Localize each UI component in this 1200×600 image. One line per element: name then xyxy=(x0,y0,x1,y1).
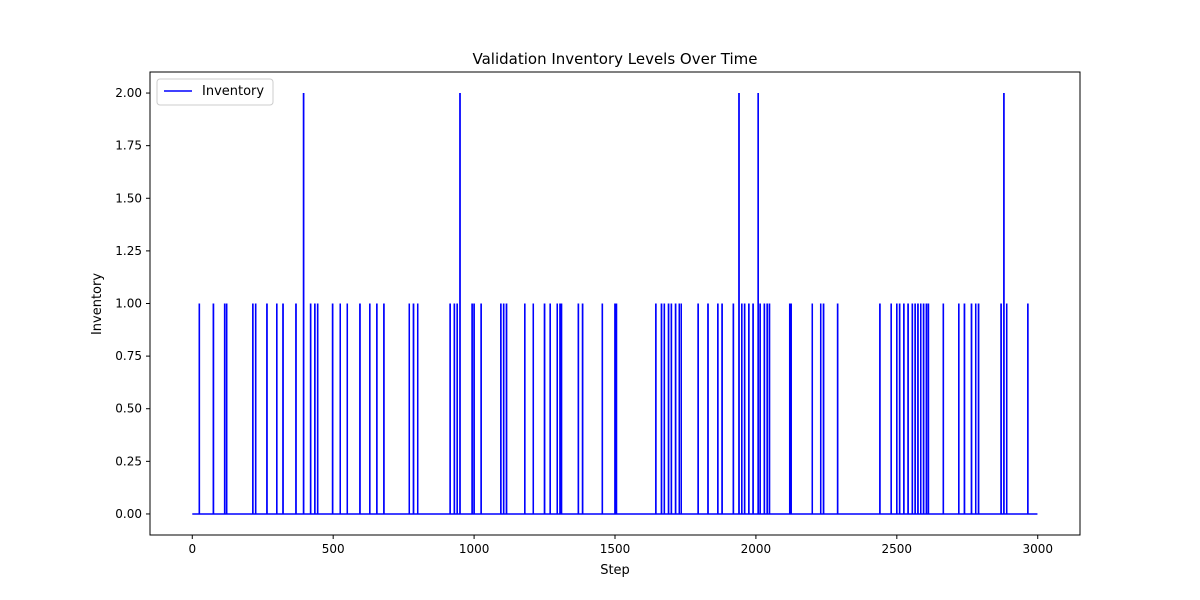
y-tick-label: 0.50 xyxy=(115,402,142,416)
y-tick-label: 0.25 xyxy=(115,454,142,468)
y-axis: 0.00 0.25 0.50 0.75 1.00 1.25 1.50 1.75 2.00 xyxy=(115,86,150,521)
x-tick-label: 2000 xyxy=(741,542,772,556)
legend-label-inventory: Inventory xyxy=(202,84,264,99)
y-tick-label: 0.75 xyxy=(115,349,142,363)
x-tick-label: 2500 xyxy=(882,542,913,556)
y-tick-label: 0.00 xyxy=(115,507,142,521)
chart-title: Validation Inventory Levels Over Time xyxy=(473,50,758,68)
x-tick-label: 0 xyxy=(188,542,196,556)
series-layer xyxy=(192,93,1038,515)
x-axis: 0 500 1000 1500 2000 2500 3000 xyxy=(188,535,1053,556)
x-tick-label: 1500 xyxy=(600,542,631,556)
legend-frame xyxy=(156,78,274,106)
y-tick-label: 1.75 xyxy=(115,139,142,153)
y-tick-label: 1.25 xyxy=(115,244,142,258)
y-tick-label: 1.50 xyxy=(115,191,142,205)
x-tick-label: 500 xyxy=(322,542,345,556)
y-tick-label: 2.00 xyxy=(115,86,142,100)
x-axis-label: Step xyxy=(600,563,630,578)
x-tick-label: 3000 xyxy=(1022,542,1053,556)
x-tick-label: 1000 xyxy=(459,542,490,556)
y-tick-label: 1.00 xyxy=(115,297,142,311)
y-axis-label: Inventory xyxy=(90,273,105,335)
legend: Inventory xyxy=(156,78,274,106)
